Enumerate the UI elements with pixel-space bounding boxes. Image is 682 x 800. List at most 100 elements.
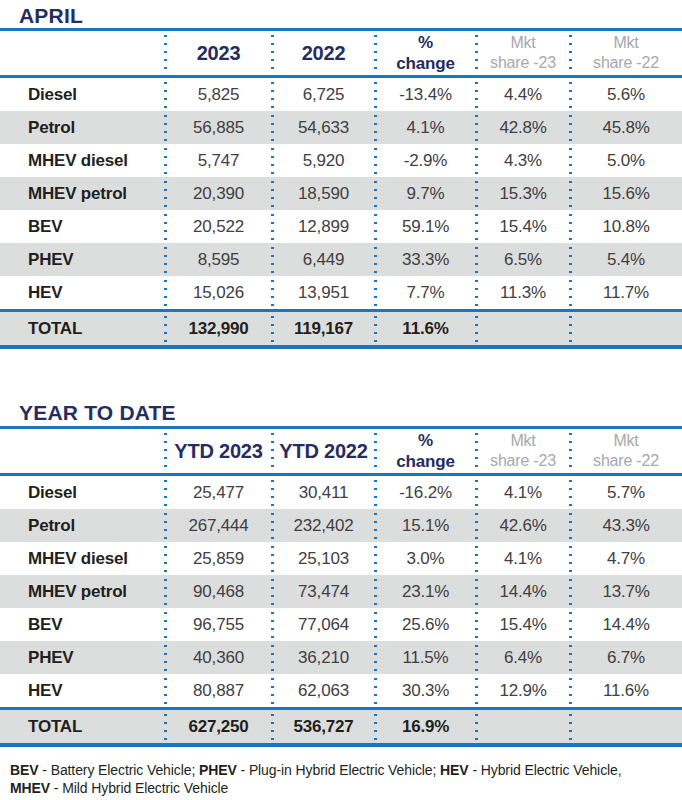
cell-pct-change: 4.1% [375,111,476,144]
cell-ytd-2023: 40,360 [165,641,272,674]
cell-2022: 119,167 [272,312,375,345]
cell-ytd-2023: 90,468 [165,575,272,608]
header-row: 2023 2022 %change Mktshare -23 Mktshare … [0,28,682,78]
row-label: TOTAL [0,710,165,743]
cell-pct-change: 9.7% [375,177,476,210]
cell-pct-change: 11.5% [375,641,476,674]
cell-pct-change: 16.9% [375,710,476,743]
cell-ytd-2022: 536,727 [272,710,375,743]
cell-2023: 20,390 [165,177,272,210]
cell-mkt-share-22: 11.7% [570,276,682,309]
row-label: Petrol [0,509,165,542]
cell-pct-change: 3.0% [375,542,476,575]
cell-pct-change: 33.3% [375,243,476,276]
column-header-mkt-share-23: Mktshare -23 [476,31,570,75]
cell-mkt-share-22: 10.8% [570,210,682,243]
header-line: change [396,53,454,74]
cell-ytd-2023: 267,444 [165,509,272,542]
column-header-mkt-share-22: Mktshare -22 [570,429,682,473]
cell-mkt-share-22: 13.7% [570,575,682,608]
cell-pct-change: -2.9% [375,144,476,177]
cell-pct-change: -13.4% [375,78,476,111]
footnote-text: - Hybrid Electric Vehicle, [469,762,622,778]
cell-mkt-share-23: 42.6% [476,509,570,542]
header-line: change [396,451,454,472]
cell-2022: 13,951 [272,276,375,309]
footnote-text: - Plug-in Hybrid Electric Vehicle; [237,762,440,778]
table-row-mhev-petrol: MHEV petrol 90,468 73,474 23.1% 14.4% 13… [0,575,682,608]
header-line: Mkt [613,33,638,53]
table-row-hev: HEV 15,026 13,951 7.7% 11.3% 11.7% [0,276,682,309]
cell-pct-change: 23.1% [375,575,476,608]
ytd-table: YTD 2023 YTD 2022 %change Mktshare -23 M… [0,426,682,747]
cell-ytd-2023: 96,755 [165,608,272,641]
cell-ytd-2023: 80,887 [165,674,272,707]
row-label: TOTAL [0,312,165,345]
cell-mkt-share-22: 43.3% [570,509,682,542]
row-label: PHEV [0,243,165,276]
table-row-total: TOTAL 132,990 119,167 11.6% [0,309,682,349]
header-empty [0,31,165,75]
cell-pct-change: 59.1% [375,210,476,243]
cell-ytd-2023: 25,477 [165,476,272,509]
cell-ytd-2022: 73,474 [272,575,375,608]
cell-mkt-share-22 [570,312,682,345]
cell-mkt-share-23: 14.4% [476,575,570,608]
table-row-petrol: Petrol 267,444 232,402 15.1% 42.6% 43.3% [0,509,682,542]
cell-mkt-share-22: 5.4% [570,243,682,276]
row-label: PHEV [0,641,165,674]
cell-2022: 5,920 [272,144,375,177]
cell-mkt-share-22: 11.6% [570,674,682,707]
cell-mkt-share-22 [570,710,682,743]
row-label: MHEV diesel [0,542,165,575]
cell-pct-change: -16.2% [375,476,476,509]
header-empty [0,429,165,473]
table-row-bev: BEV 20,522 12,899 59.1% 15.4% 10.8% [0,210,682,243]
table-row-hev: HEV 80,887 62,063 30.3% 12.9% 11.6% [0,674,682,707]
column-header-2022: 2022 [272,31,375,75]
column-header-pct-change: %change [375,429,476,473]
header-line: % [418,430,433,451]
abbr-hev: HEV [440,762,469,778]
cell-2022: 6,449 [272,243,375,276]
table-row-total: TOTAL 627,250 536,727 16.9% [0,707,682,747]
cell-2022: 54,633 [272,111,375,144]
cell-mkt-share-22: 5.6% [570,78,682,111]
april-table: 2023 2022 %change Mktshare -23 Mktshare … [0,28,682,349]
footnote-line-2: MHEV - Mild Hybrid Electric Vehicle [10,779,682,797]
header-line: Mkt [613,431,638,451]
cell-ytd-2022: 30,411 [272,476,375,509]
table-row-mhev-diesel: MHEV diesel 5,747 5,920 -2.9% 4.3% 5.0% [0,144,682,177]
cell-mkt-share-22: 15.6% [570,177,682,210]
table-row-bev: BEV 96,755 77,064 25.6% 15.4% 14.4% [0,608,682,641]
row-label: MHEV petrol [0,177,165,210]
cell-mkt-share-23 [476,312,570,345]
header-line: share -22 [593,451,659,471]
cell-2023: 20,522 [165,210,272,243]
section-title-year-to-date: YEAR TO DATE [0,400,682,426]
column-header-ytd-2022: YTD 2022 [272,429,375,473]
footnote-text: - Battery Electric Vehicle; [39,762,200,778]
cell-pct-change: 30.3% [375,674,476,707]
cell-pct-change: 11.6% [375,312,476,345]
column-header-2023: 2023 [165,31,272,75]
header-line: share -22 [593,53,659,73]
row-label: HEV [0,674,165,707]
cell-mkt-share-23 [476,710,570,743]
abbr-phev: PHEV [199,762,237,778]
table-row-phev: PHEV 8,595 6,449 33.3% 6.5% 5.4% [0,243,682,276]
cell-mkt-share-23: 15.4% [476,210,570,243]
row-label: Diesel [0,78,165,111]
header-line: share -23 [490,451,556,471]
row-label: Petrol [0,111,165,144]
cell-pct-change: 25.6% [375,608,476,641]
cell-pct-change: 15.1% [375,509,476,542]
cell-mkt-share-23: 4.3% [476,144,570,177]
abbr-bev: BEV [10,762,39,778]
footnote-line-1: BEV - Battery Electric Vehicle; PHEV - P… [10,761,682,779]
cell-ytd-2022: 232,402 [272,509,375,542]
cell-2023: 8,595 [165,243,272,276]
cell-mkt-share-23: 15.3% [476,177,570,210]
footnote: BEV - Battery Electric Vehicle; PHEV - P… [0,761,682,797]
row-label: Diesel [0,476,165,509]
